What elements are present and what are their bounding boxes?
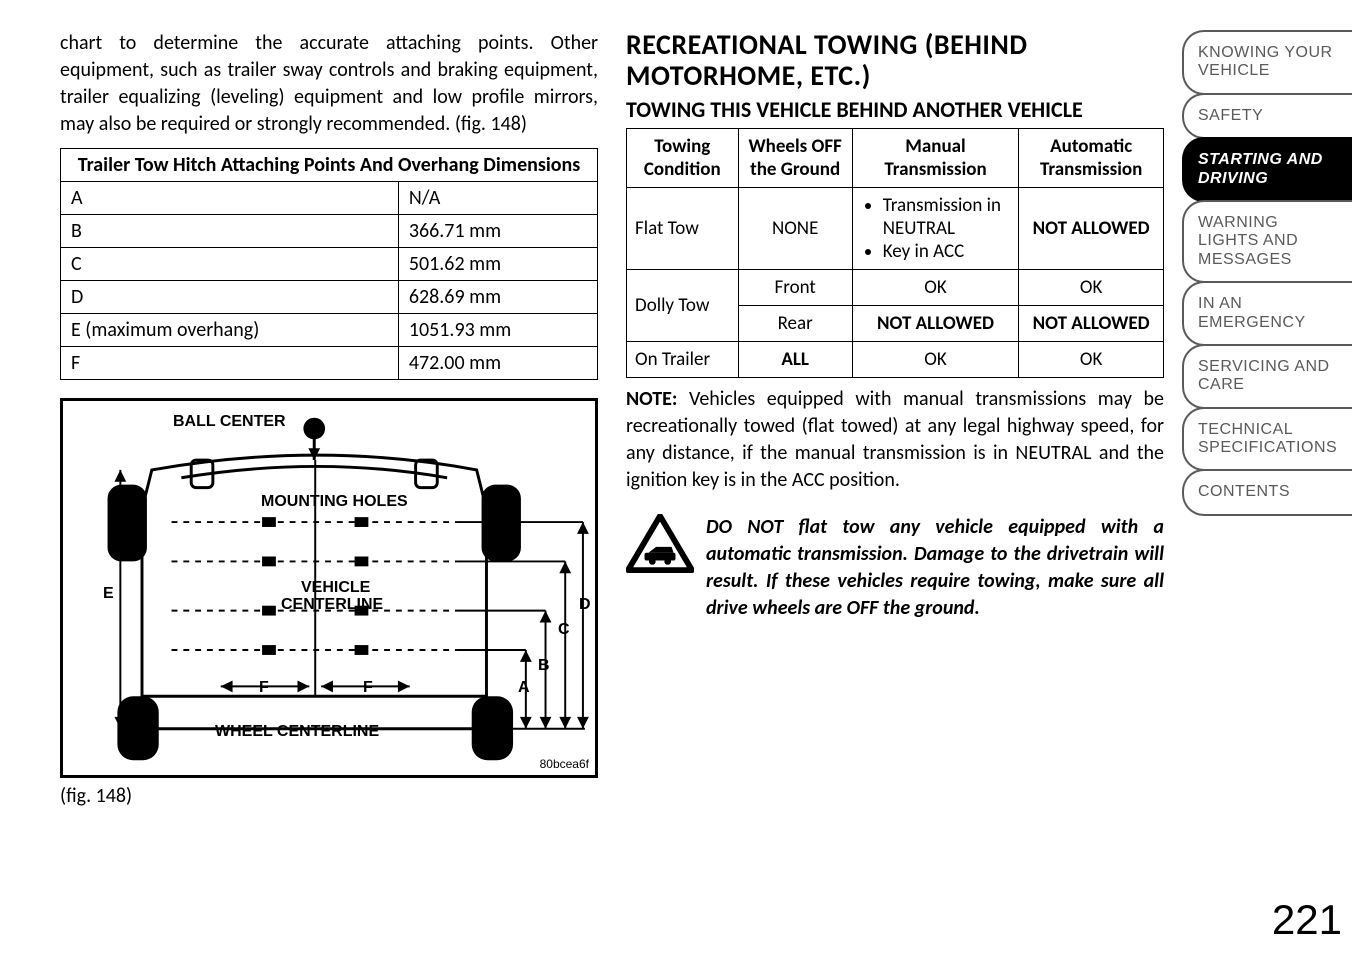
note-label: NOTE: [626, 387, 677, 411]
towing-th-manual: Manual Transmission [852, 128, 1019, 187]
table-row: Dolly Tow Front OK OK [627, 269, 1164, 305]
tab-warning-lights-and-messages[interactable]: WARNING LIGHTS AND MESSAGES [1182, 200, 1352, 283]
diagram-label-f1: F [259, 679, 269, 697]
tab-in-an-emergency[interactable]: IN AN EMERGENCY [1182, 281, 1352, 346]
tab-starting-and-driving[interactable]: STARTING AND DRIVING [1182, 137, 1352, 202]
warning-triangle-icon [626, 514, 694, 622]
diagram-label-vehicle-centerline-2: CENTERLINE [281, 596, 383, 614]
tab-servicing-and-care[interactable]: SERVICING AND CARE [1182, 344, 1352, 409]
tab-contents[interactable]: CONTENTS [1182, 469, 1352, 515]
towing-th-auto: Automatic Transmission [1019, 128, 1164, 187]
table-row: B366.71 mm [61, 215, 598, 248]
table-row: On Trailer ALL OK OK [627, 341, 1164, 377]
subsection-heading: TOWING THIS VEHICLE BEHIND ANOTHER VEHIC… [626, 98, 1164, 122]
tab-knowing-your-vehicle[interactable]: KNOWING YOUR VEHICLE [1182, 30, 1352, 95]
warning-text: DO NOT flat tow any vehicle equipped wit… [706, 514, 1164, 622]
tab-safety[interactable]: SAFETY [1182, 93, 1352, 139]
diagram-label-mounting-holes: MOUNTING HOLES [261, 493, 408, 511]
table-row: AN/A [61, 182, 598, 215]
diagram-label-e: E [103, 585, 114, 603]
warning-box: DO NOT flat tow any vehicle equipped wit… [626, 514, 1164, 622]
towing-th-condition: Towing Condition [627, 128, 739, 187]
diagram-label-b: B [538, 657, 550, 675]
towing-table: Towing Condition Wheels OFF the Ground M… [626, 128, 1164, 378]
section-heading: RECREATIONAL TOWING (BEHIND MOTORHOME, E… [626, 30, 1164, 92]
diagram-label-d: D [579, 596, 591, 614]
page-number: 221 [1182, 896, 1352, 944]
diagram-label-vehicle-centerline-1: VEHICLE [301, 579, 370, 597]
towing-th-wheels: Wheels OFF the Ground [738, 128, 852, 187]
note-paragraph: NOTE: Vehicles equipped with manual tran… [626, 386, 1164, 494]
section-tabs-sidebar: KNOWING YOUR VEHICLE SAFETY STARTING AND… [1182, 30, 1352, 944]
diagram-label-ball-center: BALL CENTER [173, 413, 286, 431]
tab-technical-specifications[interactable]: TECHNICAL SPECIFICATIONS [1182, 407, 1352, 472]
diagram-label-wheel-centerline: WHEEL CENTERLINE [215, 723, 379, 741]
table-row: D628.69 mm [61, 281, 598, 314]
diagram-label-a: A [518, 679, 530, 697]
hitch-diagram: BALL CENTER MOUNTING HOLES VEHICLE CENTE… [60, 398, 598, 778]
hitch-dimensions-table: Trailer Tow Hitch Attaching Points And O… [60, 148, 598, 380]
intro-paragraph: chart to determine the accurate attachin… [60, 30, 598, 138]
diagram-corner-code: 80bcea6f [540, 757, 589, 771]
hitch-table-title: Trailer Tow Hitch Attaching Points And O… [61, 149, 598, 182]
table-row: E (maximum overhang)1051.93 mm [61, 314, 598, 347]
table-row: Flat Tow NONE Transmission in NEUTRAL Ke… [627, 187, 1164, 269]
diagram-label-c: C [558, 621, 570, 639]
figure-caption: (fig. 148) [60, 784, 598, 808]
diagram-label-f2: F [363, 679, 373, 697]
table-row: F472.00 mm [61, 347, 598, 380]
table-row: C501.62 mm [61, 248, 598, 281]
note-text: Vehicles equipped with manual transmissi… [626, 387, 1164, 492]
